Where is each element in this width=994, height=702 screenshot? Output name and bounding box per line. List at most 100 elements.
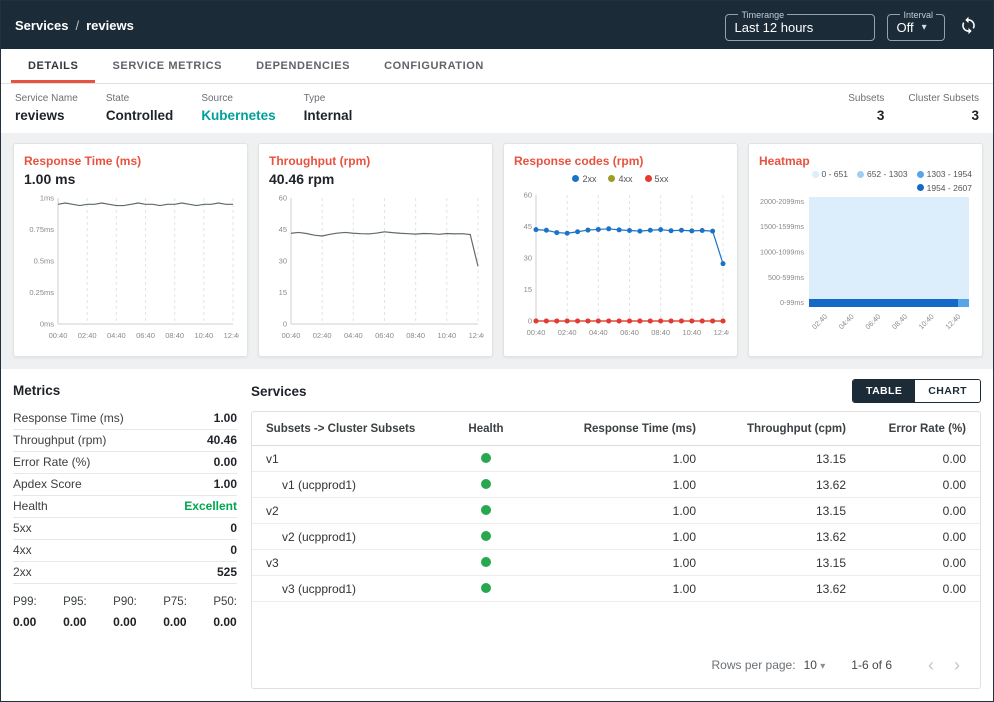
health-ok-dot [481,556,491,567]
throughput-cell: 13.62 [815,477,846,492]
tab-configuration[interactable]: CONFIGURATION [384,60,484,72]
metric-row: Error Rate (%) 0.00 [13,452,237,474]
percentile: P90: 0.00 [113,596,137,629]
view-toggle-table[interactable]: TABLE [853,380,916,402]
services-table-body: v1 1.00 13.15 0.00 v1 (ucpprod1) 1.00 13.62 0.0… [252,446,980,602]
health-ok-dot [481,582,491,593]
tab-service-metrics[interactable]: SERVICE METRICS [112,60,223,72]
view-toggle-chart[interactable]: CHART [915,380,980,402]
svg-text:45: 45 [524,222,532,231]
metric-label: Health [13,499,48,513]
percentile-label: P90: [113,596,137,608]
svg-text:04:40: 04:40 [589,328,608,337]
timerange-value[interactable]: Last 12 hours [734,19,814,35]
svg-text:0.5ms: 0.5ms [34,257,55,266]
table-row[interactable]: v1 1.00 13.15 0.00 [252,446,980,472]
metric-value: 1.00 [213,411,237,425]
svg-text:08:40: 08:40 [406,331,425,340]
service-info-counts: Subsets 3 Cluster Subsets 3 [848,93,979,123]
percentile: P99: 0.00 [13,596,37,629]
svg-text:06:40: 06:40 [863,312,882,331]
percentile-value: 0.00 [213,615,237,629]
percentile: P75: 0.00 [163,596,187,629]
interval-value[interactable]: Off ▾ [896,20,936,35]
response-time-chart: 00:40 02:40 04:40 06:40 08:40 10:40 12:40 1ms 0.… [29,194,239,341]
legend-item-5xx: 5xx [644,174,669,184]
subset-name: v3 [266,555,279,570]
chart-title: Throughput (rpm) [269,154,371,168]
table-row[interactable]: v3 1.00 13.15 0.00 [252,550,980,576]
svg-text:15: 15 [524,285,532,294]
services-table: Subsets -> Cluster Subsets Health Response… [251,411,981,689]
error-rate-cell: 0.00 [942,555,966,570]
heatmap-bucket-dot-0 [811,170,819,178]
svg-text:02:40: 02:40 [810,312,829,331]
percentile: P50: 0.00 [213,596,237,629]
4xx-dot [608,175,616,182]
response-time-cell: 1.00 [672,503,696,518]
count-label: Cluster Subsets [908,93,979,104]
table-row[interactable]: v3 (ucpprod1) 1.00 13.62 0.00 [252,576,980,602]
table-row[interactable]: v2 (ucpprod1) 1.00 13.62 0.00 [252,524,980,550]
info-field-source: Source Kubernetes [201,93,275,123]
count-cluster-subsets: Cluster Subsets 3 [908,93,979,123]
svg-text:0ms: 0ms [40,320,54,329]
health-cell [446,478,526,492]
info-field-service-name: Service Name reviews [15,93,78,123]
svg-text:45: 45 [279,225,287,234]
metrics-panel: Metrics Response Time (ms) 1.00 Throughput… [13,379,237,689]
svg-text:04:40: 04:40 [837,312,856,331]
tab-details[interactable]: DETAILS [11,49,96,83]
chevron-down-icon: ▾ [921,21,927,33]
chart-title: Response Time (ms) [24,154,142,168]
interval-label: Interval [903,9,933,20]
table-row[interactable]: v2 1.00 13.15 0.00 [252,498,980,524]
top-bar-controls: Timerange Last 12 hours Interval Off ▾ [725,9,979,41]
svg-text:00:40: 00:40 [49,331,68,340]
svg-text:02:40: 02:40 [313,331,332,340]
percentile-value: 0.00 [13,615,37,629]
metric-value: Excellent [184,499,237,513]
chart-current-value: 1.00 ms [24,171,76,187]
refresh-icon [961,16,975,34]
metric-label: Response Time (ms) [13,411,124,425]
refresh-button[interactable] [957,14,979,36]
health-cell [446,556,526,570]
svg-text:12:40: 12:40 [943,312,962,331]
heatmap-legend-item-1: 652 - 1303 [856,169,908,179]
percentile-label: P50: [213,596,237,608]
response-time-cell: 1.00 [672,477,696,492]
svg-text:08:40: 08:40 [651,328,670,337]
heatmap-legend-item-0: 0 - 651 [811,169,848,179]
info-field-type: Type Internal [304,93,353,123]
svg-text:10:40: 10:40 [194,331,213,340]
svg-text:0: 0 [283,320,287,329]
svg-text:0.75ms: 0.75ms [29,225,54,234]
timerange-select[interactable]: Timerange Last 12 hours [725,9,876,41]
interval-select[interactable]: Interval Off ▾ [887,9,945,41]
previous-page-button[interactable]: ‹ [928,655,934,675]
services-header: Services TABLE CHART [251,379,981,403]
metric-value: 1.00 [213,477,237,491]
tab-dependencies[interactable]: DEPENDENCIES [256,60,351,72]
metric-label: Error Rate (%) [13,455,91,469]
table-row[interactable]: v1 (ucpprod1) 1.00 13.62 0.00 [252,472,980,498]
subset-name: v3 (ucpprod1) [282,581,357,596]
legend-item-4xx: 4xx [608,174,633,184]
metric-label: 4xx [13,543,32,557]
metric-row: 2xx 525 [13,562,237,584]
breadcrumb-root[interactable]: Services [15,17,69,33]
svg-text:30: 30 [279,257,287,266]
top-bar: Services / reviews Timerange Last 12 hou… [1,1,993,49]
next-page-button[interactable]: › [954,655,960,675]
column-header-4: Error Rate (%) [888,422,966,435]
subset-name: v2 (ucpprod1) [282,529,357,544]
breadcrumb-separator: / [75,17,80,33]
rows-per-page-select[interactable]: 10 ▾ [804,658,826,672]
svg-text:06:40: 06:40 [620,328,639,337]
view-toggle: TABLE CHART [852,379,981,403]
health-ok-dot [481,478,491,489]
svg-text:04:40: 04:40 [107,331,126,340]
table-footer: Rows per page: 10 ▾ 1-6 of 6 ‹ › [252,646,980,688]
metric-row: 4xx 0 [13,540,237,562]
